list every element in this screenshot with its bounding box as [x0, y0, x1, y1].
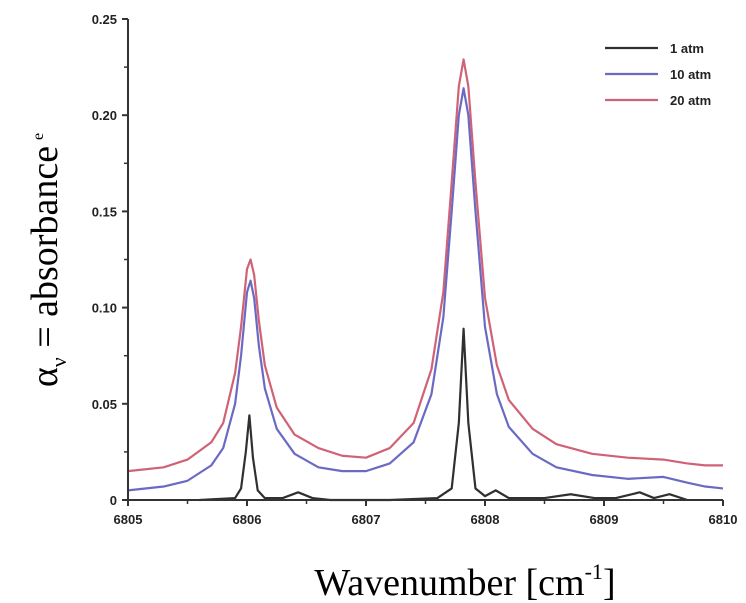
- x-axis-title: Wavenumber [cm-1]: [314, 559, 615, 603]
- y-tick-label-5: 0.25: [92, 12, 117, 27]
- y-tick-label-1: 0.05: [92, 397, 117, 412]
- y-tick-label-4: 0.20: [92, 108, 117, 123]
- x-axis-title-sup: -1: [585, 559, 603, 584]
- x-axis-title-end: ]: [603, 562, 616, 603]
- legend-label-0: 1 atm: [670, 41, 704, 56]
- x-tick-label-2: 6807: [352, 512, 381, 527]
- y-tick-label-0: 0: [110, 493, 117, 508]
- x-axis-title-main: Wavenumber [cm: [314, 562, 584, 603]
- x-tick-label-5: 6810: [709, 512, 738, 527]
- y-axis-title-alpha: α: [24, 367, 66, 387]
- series-line-0: [199, 327, 688, 502]
- legend-label-2: 20 atm: [670, 93, 711, 108]
- legend-label-1: 10 atm: [670, 67, 711, 82]
- series-line-1: [127, 87, 724, 492]
- y-axis-title-sub: ν: [46, 357, 71, 367]
- series-line-2: [127, 58, 723, 473]
- y-tick-label-2: 0.10: [92, 301, 117, 316]
- y-axis-title-extra: e: [30, 133, 47, 140]
- plot-area: [127, 58, 724, 502]
- x-tick-label-0: 6805: [114, 512, 143, 527]
- x-tick-label-4: 6809: [590, 512, 619, 527]
- legend: 1 atm 10 atm 20 atm: [605, 41, 711, 108]
- y-axis-title-main: = absorbance: [24, 146, 66, 357]
- axes: [127, 19, 723, 501]
- x-tick-label-1: 6806: [233, 512, 262, 527]
- x-tick-label-3: 6808: [471, 512, 500, 527]
- y-tick-label-3: 0.15: [92, 204, 117, 219]
- y-axis-title: αν = absorbance e: [24, 133, 71, 387]
- ticks: 6805 6806 6807 6808 6809 6810 0 0.05 0.10 0.15 0.2…: [92, 12, 738, 527]
